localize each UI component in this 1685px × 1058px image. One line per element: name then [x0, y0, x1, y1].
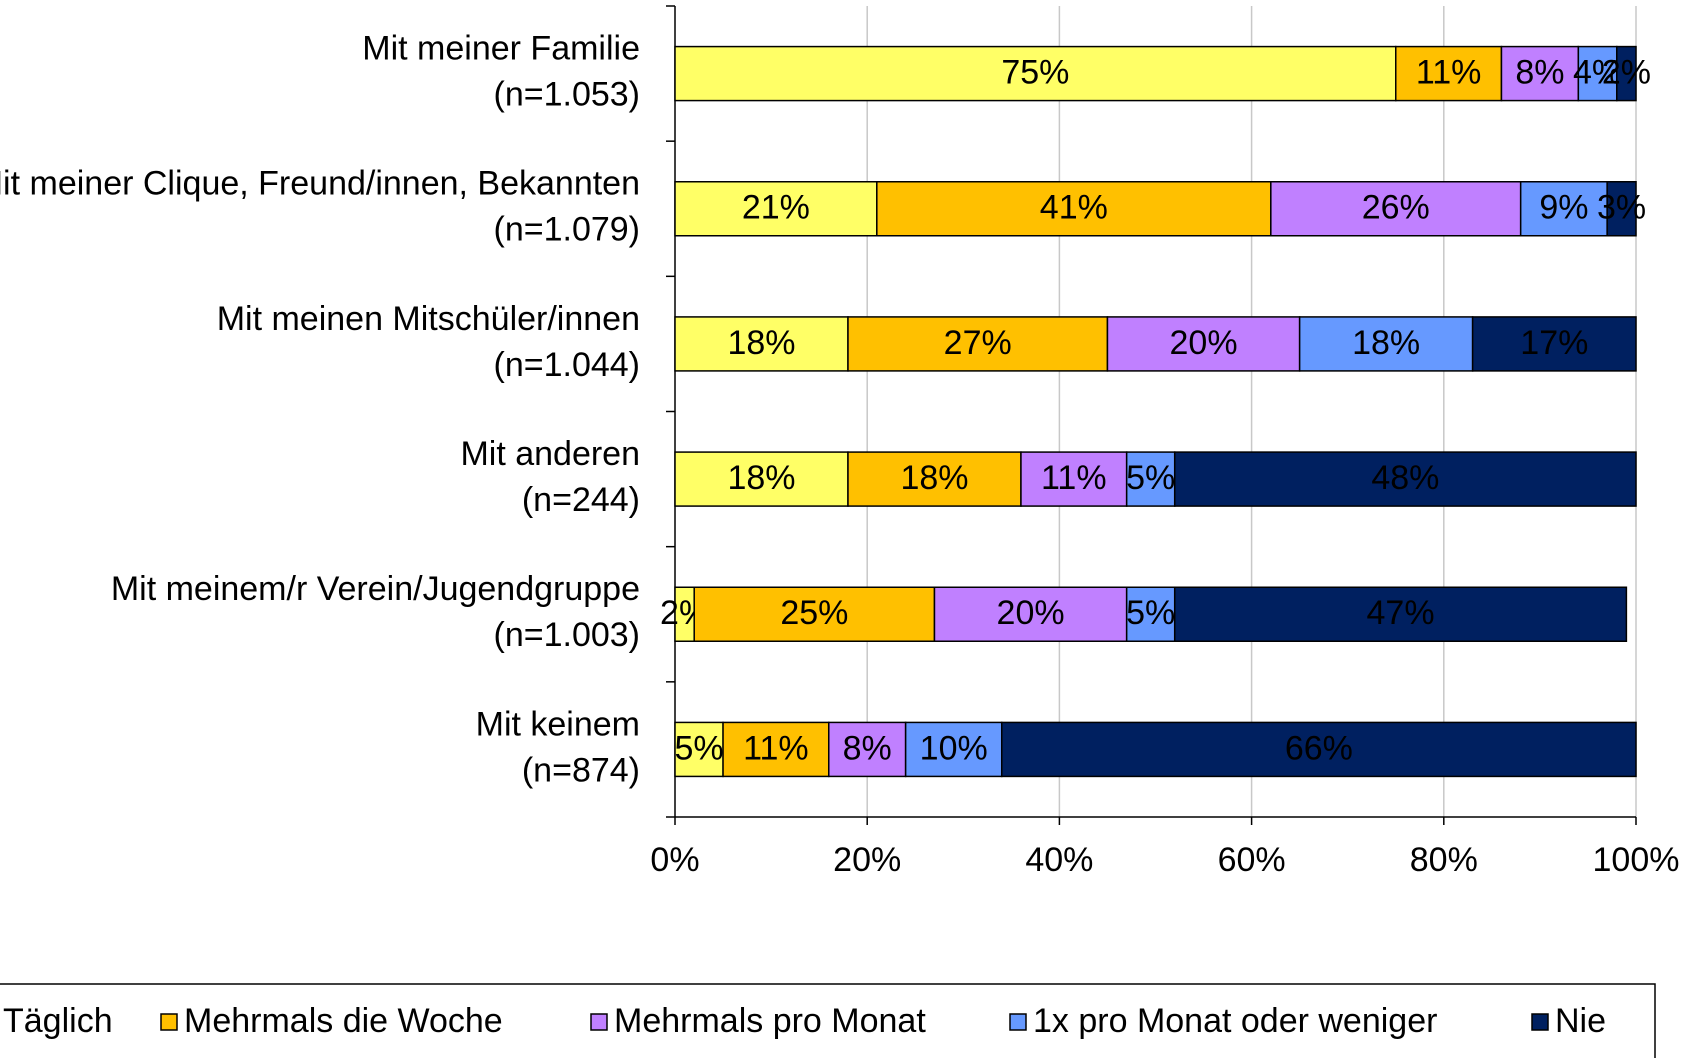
value-label: 26%: [1362, 189, 1430, 227]
category-label: (n=1.053): [494, 76, 641, 114]
value-label: 2%: [1602, 54, 1651, 92]
x-tick-label: 60%: [1218, 841, 1286, 879]
value-label: 20%: [997, 594, 1065, 632]
bar-segment: [674, 721, 724, 778]
category-label: (n=1.003): [494, 616, 641, 654]
value-label: 5%: [1126, 459, 1175, 497]
value-label: 66%: [1285, 729, 1353, 767]
bar-segment: [674, 45, 1397, 102]
value-label: 11%: [743, 729, 809, 767]
category-label: Mit meinem/r Verein/Jugendgruppe: [111, 570, 640, 608]
bar-segment: [674, 451, 849, 507]
x-tick-label: 0%: [650, 841, 699, 879]
legend-swatch: [1009, 1013, 1027, 1031]
bar-segment: [847, 316, 1109, 372]
bar-segment: [1173, 451, 1637, 507]
bar-segment: [1020, 451, 1128, 507]
bar-segment: [1395, 45, 1503, 102]
value-label: 8%: [843, 729, 892, 767]
category-label: Mit anderen: [460, 435, 640, 473]
value-label: 3%: [1597, 189, 1646, 227]
value-label: 41%: [1040, 189, 1108, 227]
bar-segment: [1616, 45, 1637, 102]
category-label: Mit keinem: [476, 705, 640, 743]
value-label: 4%: [1573, 54, 1622, 92]
legend-label: Täglich: [3, 1002, 113, 1040]
value-label: 18%: [900, 459, 968, 497]
value-label: 75%: [1001, 54, 1069, 92]
legend-swatch: [160, 1013, 178, 1031]
legend-label: Nie: [1555, 1002, 1606, 1040]
bar-segment: [1471, 316, 1637, 372]
bar-segment: [904, 721, 1003, 778]
bar-segment: [1606, 181, 1637, 237]
bar-segment: [722, 721, 830, 778]
legend-label: Mehrmals pro Monat: [614, 1002, 926, 1040]
x-tick-label: 40%: [1025, 841, 1093, 879]
value-label: 21%: [742, 189, 810, 227]
bar-segment: [1173, 586, 1628, 642]
bar-segment: [1125, 586, 1176, 642]
x-tick-label: 20%: [833, 841, 901, 879]
category-label: Mit meiner Clique, Freund/innen, Bekannt…: [0, 165, 640, 203]
bar-segment: [1270, 181, 1522, 237]
legend-swatch: [590, 1013, 608, 1031]
value-label: 11%: [1041, 459, 1107, 497]
value-label: 25%: [780, 594, 848, 632]
legend-label: Mehrmals die Woche: [184, 1002, 503, 1040]
bar-segment: [1519, 181, 1608, 237]
value-label: 10%: [920, 729, 988, 767]
category-label: (n=1.044): [494, 346, 641, 384]
category-label: Mit meiner Familie: [362, 30, 640, 68]
bar-segment: [1106, 316, 1301, 372]
legend-swatch: [1531, 1013, 1549, 1031]
category-label: Mit meinen Mitschüler/innen: [217, 300, 640, 338]
bar-segment: [847, 451, 1022, 507]
value-label: 11%: [1416, 54, 1482, 92]
x-tick-label: 100%: [1593, 841, 1680, 879]
value-label: 27%: [944, 324, 1012, 362]
bar-segment: [1500, 45, 1580, 102]
legend-label: 1x pro Monat oder weniger: [1033, 1002, 1437, 1040]
x-tick-label: 80%: [1410, 841, 1478, 879]
bar-segment: [876, 181, 1272, 237]
bar-segment: [674, 316, 849, 372]
value-label: 20%: [1170, 324, 1238, 362]
value-label: 47%: [1367, 594, 1435, 632]
value-label: 8%: [1515, 54, 1564, 92]
value-label: 18%: [727, 324, 795, 362]
value-label: 18%: [1352, 324, 1420, 362]
bar-segment: [828, 721, 907, 778]
category-label: (n=1.079): [494, 211, 641, 249]
value-label: 18%: [727, 459, 795, 497]
value-label: 48%: [1371, 459, 1439, 497]
value-label: 5%: [674, 729, 723, 767]
category-label: (n=874): [522, 751, 640, 789]
bar-segment: [1000, 721, 1637, 778]
bar-segment: [933, 586, 1128, 642]
category-label: (n=244): [522, 481, 640, 519]
bar-segment: [1298, 316, 1474, 372]
bar-segment: [693, 586, 936, 642]
value-label: 9%: [1539, 189, 1588, 227]
legend-box: [0, 983, 1656, 1058]
value-label: 5%: [1126, 594, 1175, 632]
value-label: 17%: [1520, 324, 1588, 362]
